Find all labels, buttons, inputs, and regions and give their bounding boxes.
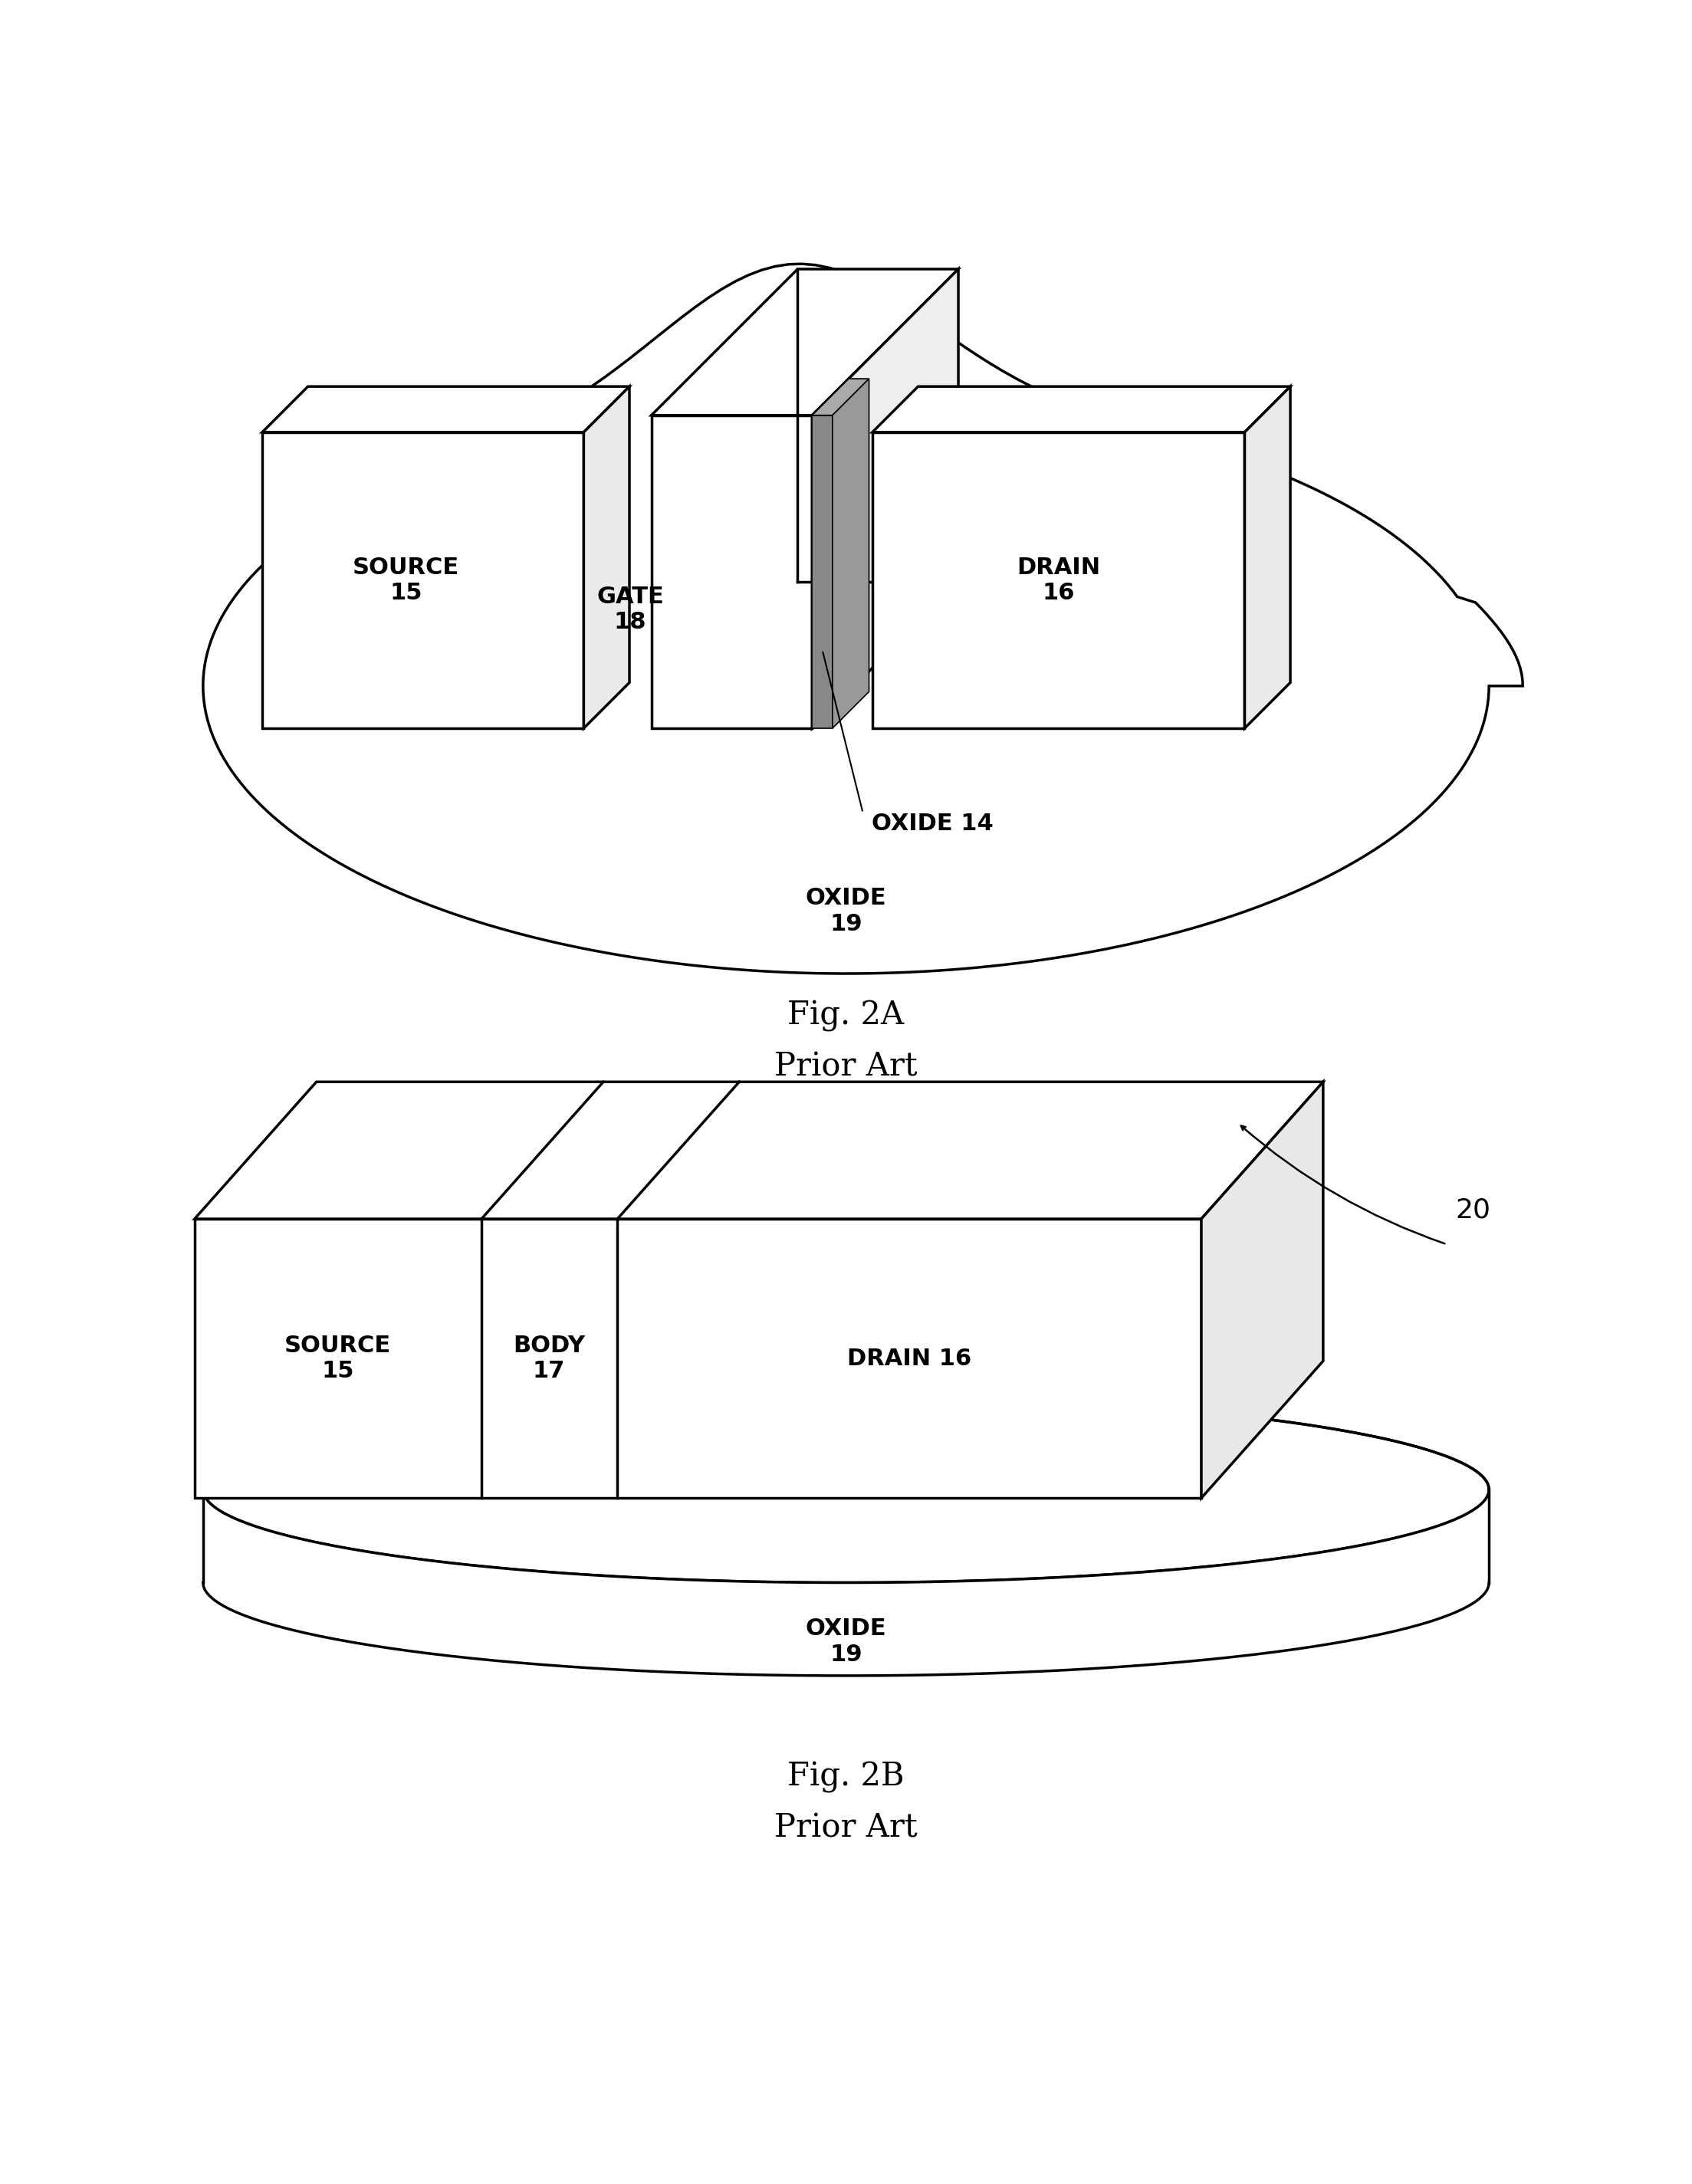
Polygon shape [1245, 387, 1291, 727]
Text: DRAIN
16: DRAIN 16 [1017, 557, 1100, 605]
Text: BODY
17: BODY 17 [513, 1334, 585, 1382]
Polygon shape [1201, 1081, 1323, 1498]
Polygon shape [832, 378, 870, 727]
Text: OXIDE
19: OXIDE 19 [805, 1618, 887, 1666]
Text: Prior Art: Prior Art [775, 1051, 917, 1083]
Text: OXIDE 14: OXIDE 14 [871, 812, 993, 834]
Text: DRAIN 16: DRAIN 16 [848, 1348, 971, 1369]
Text: 20: 20 [1455, 1197, 1491, 1223]
Polygon shape [262, 432, 584, 727]
Polygon shape [873, 432, 1245, 727]
Polygon shape [203, 264, 1523, 974]
Text: OXIDE
19: OXIDE 19 [805, 887, 887, 935]
Polygon shape [195, 1219, 1201, 1498]
Polygon shape [584, 387, 629, 727]
Text: Fig. 2A: Fig. 2A [788, 1000, 904, 1033]
Polygon shape [262, 387, 629, 432]
Polygon shape [812, 269, 958, 727]
Polygon shape [651, 269, 958, 415]
Text: GATE
18: GATE 18 [597, 585, 663, 633]
Text: Prior Art: Prior Art [775, 1813, 917, 1843]
Polygon shape [873, 387, 1291, 432]
Ellipse shape [203, 1396, 1489, 1583]
Polygon shape [812, 415, 832, 727]
Text: SOURCE
15: SOURCE 15 [352, 557, 460, 605]
Polygon shape [812, 378, 870, 415]
Text: SOURCE
15: SOURCE 15 [284, 1334, 391, 1382]
Polygon shape [195, 1081, 1323, 1219]
Text: Fig. 2B: Fig. 2B [787, 1760, 905, 1793]
Polygon shape [651, 415, 812, 727]
